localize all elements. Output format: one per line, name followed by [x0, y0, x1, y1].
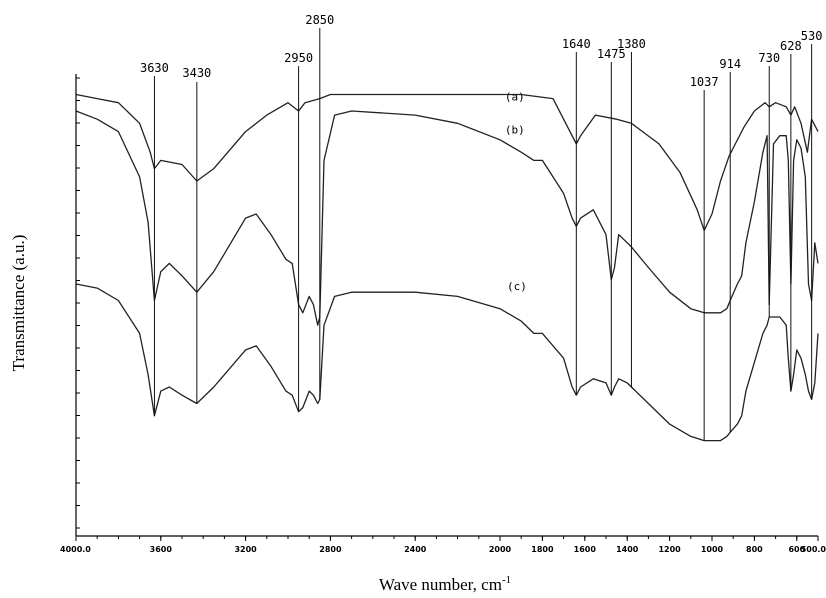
peak-label-530: 530	[801, 29, 823, 43]
x-tick-label-2800: 2800	[319, 545, 342, 554]
peak-label-1037: 1037	[690, 75, 719, 89]
peak-label-1640: 1640	[562, 37, 591, 51]
peak-label-2850: 2850	[305, 13, 334, 27]
x-tick-label-600: 600	[788, 545, 805, 554]
peak-label-2950: 2950	[284, 51, 313, 65]
peak-marker-lines	[153, 28, 813, 441]
x-tick-label-4000: 4000.0	[60, 545, 91, 554]
x-axis-title: Wave number, cm-1	[379, 574, 511, 594]
x-tick-label-2000: 2000	[489, 545, 512, 554]
y-axis-title: Transmittance (a.u.)	[9, 235, 28, 372]
series-line-0	[75, 93, 819, 232]
peak-label-3630: 3630	[140, 61, 169, 75]
peak-label-730: 730	[758, 51, 780, 65]
spectrum-curves	[75, 93, 819, 442]
x-tick-label-3600: 3600	[150, 545, 173, 554]
peak-label-1380: 1380	[617, 37, 646, 51]
series-line-1	[75, 110, 819, 326]
peak-label-1475: 1475	[597, 47, 626, 61]
peak-label-3430: 3430	[182, 66, 211, 80]
x-tick-label-2400: 2400	[404, 545, 427, 554]
x-tick-label-1200: 1200	[658, 545, 681, 554]
x-tick-label-3200: 3200	[234, 545, 257, 554]
x-tick-label-500: 500.0	[801, 545, 826, 554]
x-tick-label-1600: 1600	[574, 545, 597, 554]
peak-label-628: 628	[780, 39, 802, 53]
series-line-2	[75, 283, 819, 442]
x-tick-label-1000: 1000	[701, 545, 724, 554]
axes: 4000.0 3600 3200 2800 2400 2000 1800 1600 1400 12…	[60, 74, 826, 554]
series-label-1: (b)	[505, 123, 525, 136]
x-tick-label-1800: 1800	[531, 545, 554, 554]
x-tick-label-800: 800	[746, 545, 763, 554]
series-label-2: (c)	[507, 280, 527, 293]
x-tick-label-1400: 1400	[616, 545, 639, 554]
peak-label-914: 914	[719, 57, 741, 71]
series-label-0: (a)	[505, 90, 525, 103]
